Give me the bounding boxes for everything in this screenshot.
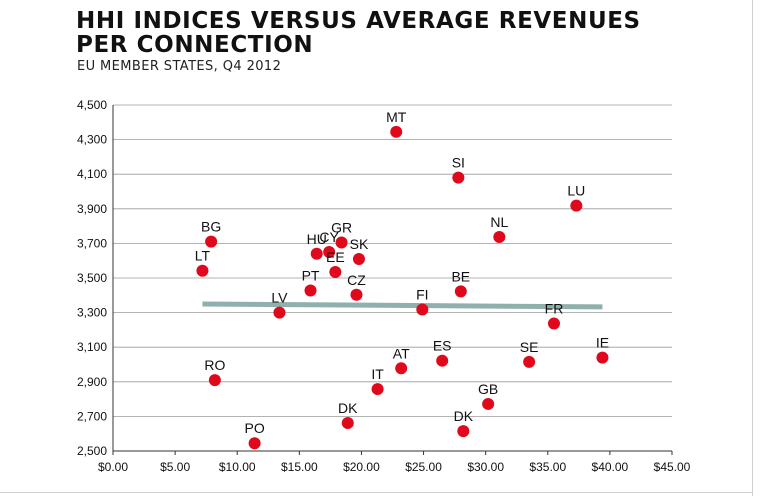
data-point-sk: [352, 252, 365, 265]
x-tick-label: $5.00: [160, 460, 190, 474]
point-label-ee: EE: [326, 249, 345, 265]
y-tick-label: 3,900: [77, 202, 107, 216]
point-label-bg: BG: [201, 219, 221, 235]
trendline: [202, 301, 603, 310]
x-tick-label: $40.00: [592, 460, 629, 474]
point-label-at: AT: [393, 345, 410, 361]
point-label-dk: DK: [454, 408, 474, 424]
y-tick-label: 4,300: [77, 133, 107, 147]
chart-title-line-1: HHI INDICES VERSUS AVERAGE REVENUES: [76, 8, 641, 34]
point-label-nl: NL: [490, 214, 508, 230]
frame-bottom-edge: [0, 492, 752, 493]
data-point-se: [523, 355, 536, 368]
data-point-lv: [273, 306, 286, 319]
data-point-po: [248, 437, 261, 450]
point-label-sk: SK: [350, 236, 369, 252]
point-label-fr: FR: [545, 300, 564, 316]
x-tick-label: $35.00: [529, 460, 566, 474]
data-point-pt: [304, 284, 317, 297]
data-point-fr: [547, 317, 560, 330]
point-label-hu: HU: [307, 231, 327, 247]
point-label-si: SI: [452, 155, 465, 171]
data-point-cz: [350, 288, 363, 301]
point-label-lv: LV: [271, 290, 288, 306]
data-point-hu: [310, 247, 323, 260]
data-point-dk: [457, 425, 470, 438]
data-point-gb: [482, 397, 495, 410]
point-label-mt: MT: [386, 109, 407, 125]
data-point-es: [436, 354, 449, 367]
x-tick-label: $30.00: [467, 460, 504, 474]
point-label-es: ES: [433, 338, 452, 354]
point-label-ie: IE: [596, 335, 609, 351]
y-tick-label: 4,500: [77, 98, 107, 112]
data-point-ee: [329, 265, 342, 278]
point-label-cz: CZ: [347, 272, 366, 288]
grid-lines: [113, 104, 672, 452]
point-label-gr: GR: [331, 220, 352, 236]
chart-title: HHI INDICES VERSUS AVERAGE REVENUES PER …: [76, 9, 641, 57]
x-tick-label: $15.00: [281, 460, 318, 474]
point-label-ro: RO: [204, 357, 225, 373]
data-point-si: [452, 171, 465, 184]
chart-subtitle: EU MEMBER STATES, Q4 2012: [77, 59, 282, 74]
data-point-be: [454, 285, 467, 298]
chart-title-line-2: PER CONNECTION: [76, 32, 314, 58]
data-point-nl: [493, 230, 506, 243]
y-tick-label: 3,300: [77, 306, 107, 320]
data-point-dk: [341, 416, 354, 429]
point-label-pt: PT: [302, 267, 320, 283]
frame-right-edge: [752, 0, 753, 496]
point-label-it: IT: [371, 366, 384, 382]
y-tick-label: 2,700: [77, 409, 107, 423]
data-point-it: [371, 383, 384, 396]
point-label-be: BE: [451, 268, 470, 284]
data-point-at: [395, 362, 408, 375]
point-label-fi: FI: [416, 286, 428, 302]
data-point-gr: [335, 236, 348, 249]
y-tick-label: 3,700: [77, 236, 107, 250]
y-tick-label: 4,100: [77, 167, 107, 181]
point-label-lu: LU: [567, 183, 585, 199]
data-point-bg: [205, 235, 218, 248]
trendline-layer: [202, 301, 603, 310]
data-point-lt: [196, 264, 209, 277]
point-label-lt: LT: [195, 248, 211, 264]
point-label-gb: GB: [478, 381, 498, 397]
point-label-dk: DK: [338, 400, 358, 416]
data-point-lu: [570, 199, 583, 212]
point-label-se: SE: [520, 339, 539, 355]
data-point-ie: [596, 351, 609, 364]
x-tick-label: $25.00: [405, 460, 442, 474]
data-points: [196, 125, 609, 450]
data-point-fi: [416, 303, 429, 316]
y-tick-label: 2,900: [77, 375, 107, 389]
x-tick-label: $0.00: [98, 460, 128, 474]
y-tick-label: 3,500: [77, 271, 107, 285]
y-tick-label: 3,100: [77, 340, 107, 354]
point-label-cy: CY: [319, 229, 339, 245]
x-tick-label: $20.00: [343, 460, 380, 474]
y-tick-label: 2,500: [77, 444, 107, 458]
x-tick-label: $10.00: [219, 460, 256, 474]
data-point-mt: [390, 125, 403, 138]
data-point-ro: [208, 374, 221, 387]
point-label-po: PO: [244, 420, 264, 436]
axes: 2,500 2,700 2,900 3,100 3,300 3,500 3,700 3,900…: [77, 98, 691, 474]
data-point-cy: [323, 246, 336, 259]
x-tick-label: $45.00: [654, 460, 691, 474]
